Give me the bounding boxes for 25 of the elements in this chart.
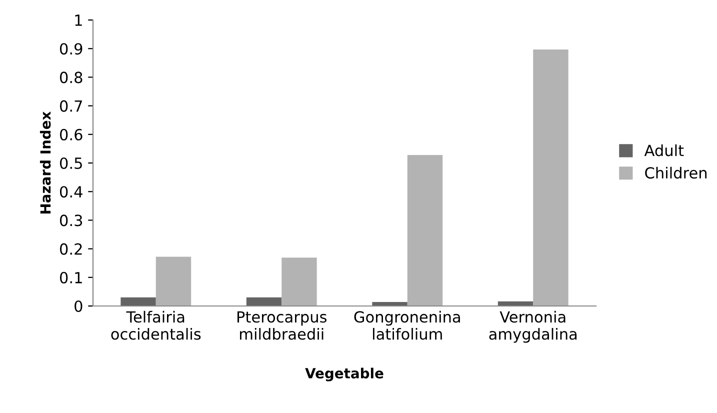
y-tick-label: 0.6 bbox=[60, 128, 82, 140]
legend-label: Children bbox=[645, 166, 707, 179]
y-axis-title: Hazard Index bbox=[40, 111, 51, 214]
legend-label: Adult bbox=[644, 144, 684, 156]
x-tick-label: Telfairia occidentalis bbox=[111, 310, 201, 340]
y-tick-label: 0.8 bbox=[60, 72, 82, 84]
y-tick-label: 1 bbox=[75, 14, 82, 26]
y-tick-label: 0.9 bbox=[60, 43, 82, 55]
y-tick-label: 0.2 bbox=[60, 243, 82, 255]
bar bbox=[407, 154, 443, 306]
bar bbox=[533, 49, 568, 306]
bar bbox=[120, 297, 156, 306]
bar bbox=[282, 258, 317, 306]
x-tick-label: Gongronenina latifolium bbox=[354, 310, 460, 340]
y-tick-label: 0.1 bbox=[60, 272, 82, 284]
y-tick-label: 0.4 bbox=[60, 186, 82, 198]
x-tick-label: Pterocarpus mildbraedii bbox=[237, 311, 327, 340]
bar bbox=[156, 256, 192, 306]
x-tick-label: Vernonia amygdalina bbox=[489, 310, 577, 343]
x-axis-title: Vegetable bbox=[305, 368, 384, 382]
y-tick-label: 0 bbox=[74, 300, 82, 312]
bar bbox=[246, 297, 282, 306]
y-tick-label: 0.3 bbox=[60, 214, 82, 226]
y-tick-label: 0.7 bbox=[60, 100, 82, 112]
y-tick-label: 0.5 bbox=[60, 157, 82, 170]
